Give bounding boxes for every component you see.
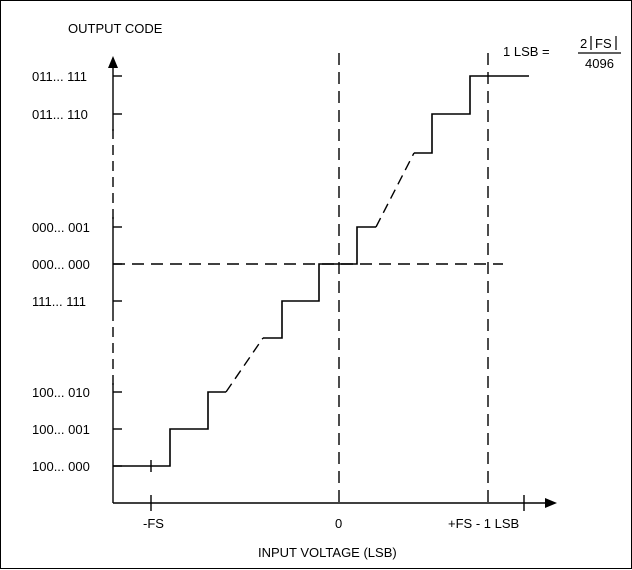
x-label-zero: 0	[335, 516, 342, 531]
staircase-lower-dashed-segment	[225, 337, 264, 393]
y-label-000-000: 000... 000	[32, 257, 90, 272]
y-label-000-001: 000... 001	[32, 220, 90, 235]
staircase-upper-dashed-segment	[375, 152, 415, 228]
y-label-100-010: 100... 010	[32, 385, 90, 400]
formula-numerator-coefficient: 2	[580, 36, 587, 51]
staircase-upper-steps	[414, 75, 529, 154]
axes	[108, 56, 557, 508]
formula-numerator-variable: FS	[595, 36, 612, 51]
staircase-middle-steps	[263, 226, 376, 339]
x-label-plus-fs-minus-1lsb: +FS - 1 LSB	[448, 516, 519, 531]
formula-denominator: 4096	[585, 56, 614, 71]
y-label-011-111: 011... 111	[32, 69, 87, 84]
y-axis-arrow	[108, 56, 118, 68]
y-axis-breaks	[109, 129, 118, 385]
staircase-lower-steps	[113, 391, 226, 467]
formula-lhs: 1 LSB =	[503, 44, 550, 59]
reference-lines	[113, 53, 503, 503]
x-label-minus-fs: -FS	[143, 516, 164, 531]
y-axis-title: OUTPUT CODE	[68, 21, 163, 36]
y-label-100-000: 100... 000	[32, 459, 90, 474]
lsb-formula: 1 LSB = 2 FS 4096	[503, 36, 621, 71]
x-ticks	[150, 495, 525, 511]
y-label-111-111: 111... 111	[32, 294, 86, 309]
y-tick-labels: 011... 111 011... 110 000... 001 000... …	[32, 69, 90, 474]
y-label-011-110: 011... 110	[32, 107, 88, 122]
y-axis-break-upper	[109, 131, 118, 217]
staircase-curve	[113, 75, 529, 472]
y-label-100-001: 100... 001	[32, 422, 90, 437]
x-axis-arrow	[545, 498, 557, 508]
x-axis-title: INPUT VOLTAGE (LSB)	[258, 545, 397, 560]
x-tick-labels: -FS 0 +FS - 1 LSB	[143, 516, 519, 531]
